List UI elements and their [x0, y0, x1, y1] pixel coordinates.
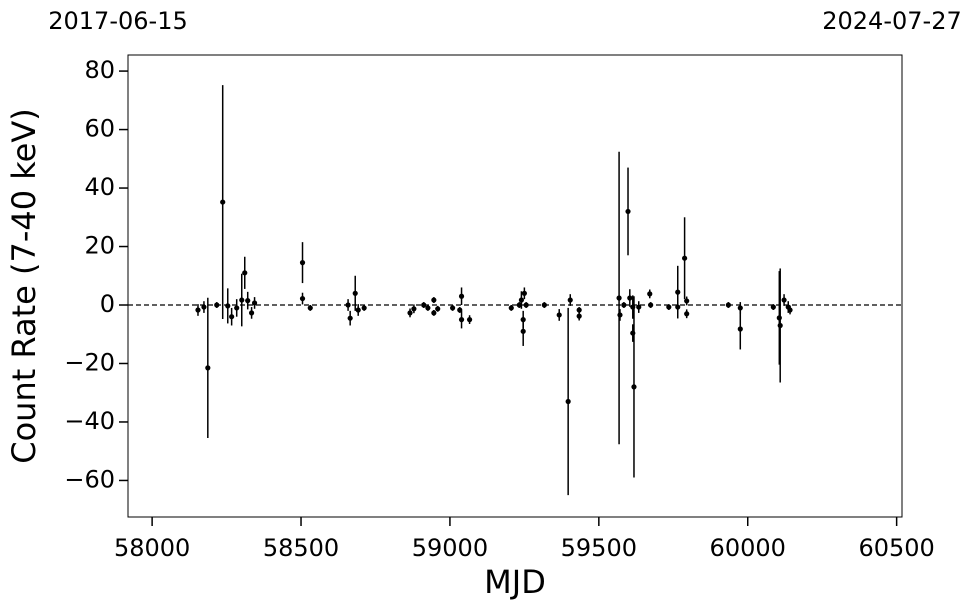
plot-frame — [127, 54, 903, 518]
y-tick-label: −40 — [64, 407, 115, 435]
data-point — [684, 311, 690, 317]
data-point — [675, 304, 681, 310]
data-point — [787, 307, 793, 313]
data-point — [251, 300, 258, 306]
data-point — [214, 302, 220, 308]
data-point — [617, 312, 623, 318]
data-point — [776, 315, 782, 321]
data-point — [201, 304, 207, 310]
data-point — [307, 305, 313, 311]
data-point — [407, 310, 413, 316]
data-point — [516, 302, 522, 308]
data-point — [627, 295, 633, 301]
y-tick-label: 60 — [84, 115, 115, 143]
data-point — [737, 305, 743, 311]
data-point — [345, 302, 351, 308]
data-point — [518, 297, 525, 303]
data-point — [425, 305, 431, 311]
data-point — [682, 255, 688, 261]
data-point — [777, 322, 783, 329]
data-point — [567, 297, 573, 303]
y-axis-label: Count Rate (7-40 keV) — [5, 108, 43, 463]
data-point — [576, 307, 582, 313]
x-tick-label: 58000 — [114, 534, 190, 562]
data-point — [781, 297, 787, 303]
data-point — [411, 306, 417, 312]
data-point — [647, 291, 653, 297]
data-point — [648, 302, 654, 308]
top-tick-label: 2024-07-27 — [822, 7, 961, 35]
data-point — [458, 317, 465, 323]
data-point — [299, 295, 306, 302]
data-point — [234, 305, 240, 311]
data-point — [195, 307, 201, 313]
data-point — [431, 297, 437, 303]
data-point — [458, 293, 465, 299]
data-point — [631, 384, 637, 390]
data-point — [636, 304, 642, 310]
y-tick-label: −60 — [64, 465, 115, 493]
data-point — [684, 298, 690, 304]
data-point — [225, 303, 231, 309]
x-tick-label: 60500 — [858, 534, 934, 562]
data-point — [523, 302, 529, 308]
data-point — [521, 290, 527, 296]
data-point — [431, 310, 437, 316]
data-point — [347, 315, 353, 321]
y-tick-label: 20 — [84, 232, 115, 260]
data-point — [355, 307, 361, 313]
y-tick-label: 80 — [84, 56, 115, 84]
data-point — [361, 305, 367, 311]
data-point — [616, 295, 622, 301]
data-point — [625, 208, 631, 215]
data-point — [556, 312, 562, 318]
data-point — [248, 310, 255, 316]
data-point — [239, 297, 245, 303]
x-tick-label: 59500 — [561, 534, 637, 562]
x-axis-label: MJD — [484, 563, 546, 601]
data-point — [520, 328, 526, 334]
data-point — [675, 289, 681, 295]
data-point — [508, 305, 514, 311]
x-tick-label: 60000 — [710, 534, 786, 562]
data-point — [352, 290, 358, 296]
x-tick-label: 58500 — [263, 534, 339, 562]
data-point — [541, 302, 547, 308]
data-point — [421, 302, 427, 308]
data-point — [220, 199, 226, 205]
y-tick-label: 40 — [84, 173, 115, 201]
x-tick-label: 59000 — [412, 534, 488, 562]
data-point — [576, 313, 582, 319]
data-point — [621, 302, 627, 308]
data-point — [666, 304, 672, 310]
data-point — [770, 304, 776, 310]
data-point — [205, 365, 211, 371]
top-tick-label: 2017-06-15 — [48, 7, 187, 35]
data-point — [245, 298, 251, 304]
data-point — [435, 306, 441, 312]
data-point — [450, 305, 456, 311]
data-point — [565, 398, 571, 405]
data-point — [242, 270, 248, 276]
y-tick-label: 0 — [100, 290, 115, 318]
data-point — [725, 302, 731, 308]
data-point — [299, 260, 306, 266]
data-point — [229, 314, 235, 320]
data-point — [466, 317, 473, 323]
y-tick-label: −20 — [64, 348, 115, 376]
data-point — [737, 326, 743, 332]
